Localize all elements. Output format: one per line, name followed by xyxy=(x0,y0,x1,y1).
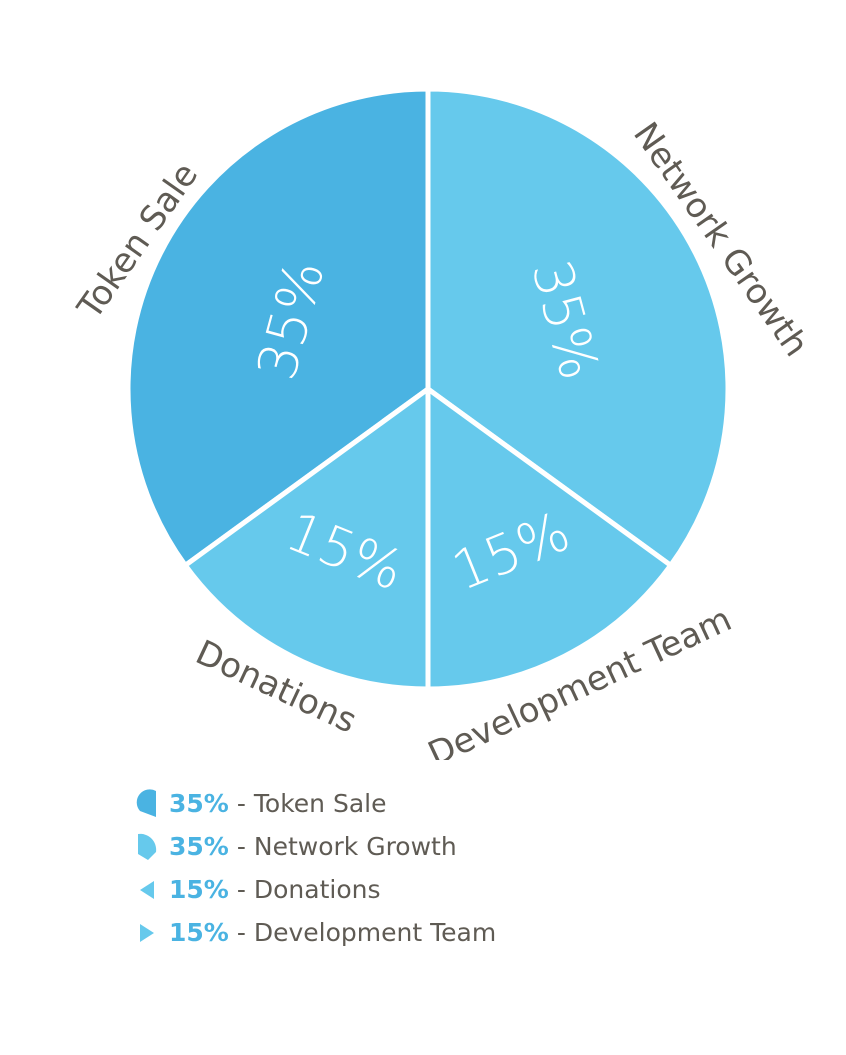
legend-label: Network Growth xyxy=(253,832,457,861)
pie-slice-token-sale xyxy=(125,86,431,568)
legend-label: Donations xyxy=(253,875,381,904)
legend-percent: 15% xyxy=(169,918,229,947)
pie-slice-development-team xyxy=(425,386,674,692)
legend-separator: - xyxy=(236,875,246,904)
pie-slice-network-growth xyxy=(425,86,731,568)
pie-slice-donations xyxy=(182,386,431,692)
legend-separator: - xyxy=(236,918,246,947)
legend-item-network-growth: 35% - Network Growth xyxy=(133,825,733,868)
legend-item-development-team: 15% - Development Team xyxy=(133,911,733,954)
donations-wedge-icon xyxy=(133,875,159,905)
legend-separator: - xyxy=(236,832,246,861)
network-growth-wedge-icon xyxy=(133,832,159,862)
legend-percent: 35% xyxy=(169,832,229,861)
development-team-wedge-icon xyxy=(133,918,159,948)
legend-separator: - xyxy=(236,789,246,818)
legend-label: Token Sale xyxy=(253,789,387,818)
legend-percent: 15% xyxy=(169,875,229,904)
legend-item-token-sale: 35% - Token Sale xyxy=(133,782,733,825)
legend-item-donations: 15% - Donations xyxy=(133,868,733,911)
chart-legend: 35% - Token Sale 35% - Network Growth 15… xyxy=(133,782,733,954)
token-sale-wedge-icon xyxy=(133,788,159,819)
legend-percent: 35% xyxy=(169,789,229,818)
legend-label: Development Team xyxy=(253,918,497,947)
pie-chart: 35%Token Sale 35% Network Growth15%Develop… xyxy=(69,86,817,760)
